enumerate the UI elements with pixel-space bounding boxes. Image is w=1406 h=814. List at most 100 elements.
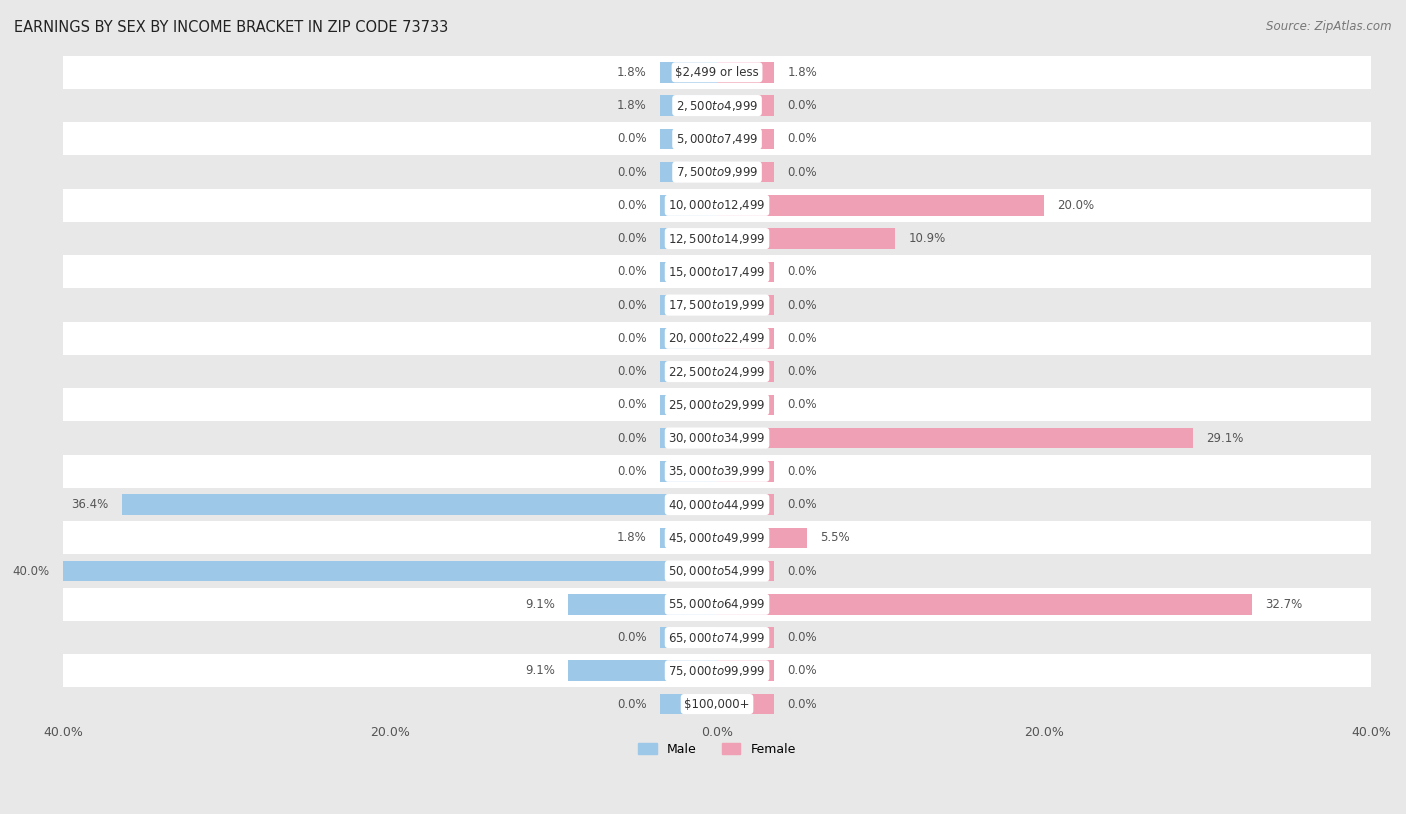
Bar [717,361,775,382]
Bar [717,694,775,715]
Text: Source: ZipAtlas.com: Source: ZipAtlas.com [1267,20,1392,33]
Bar [659,395,717,415]
Bar [659,427,717,449]
Text: $12,500 to $14,999: $12,500 to $14,999 [668,231,766,246]
Text: 0.0%: 0.0% [787,165,817,178]
Text: $2,499 or less: $2,499 or less [675,66,759,79]
Text: 0.0%: 0.0% [617,265,647,278]
Text: 1.8%: 1.8% [617,532,647,545]
Text: $35,000 to $39,999: $35,000 to $39,999 [668,464,766,479]
Text: $100,000+: $100,000+ [685,698,749,711]
Text: 0.0%: 0.0% [787,664,817,677]
Legend: Male, Female: Male, Female [633,738,801,761]
Text: 0.0%: 0.0% [787,465,817,478]
Bar [63,388,1371,422]
Bar [717,395,775,415]
Text: $22,500 to $24,999: $22,500 to $24,999 [668,365,766,379]
Bar [717,427,1192,449]
Bar [659,628,717,648]
Text: 0.0%: 0.0% [787,498,817,511]
Bar [717,162,775,182]
Bar [659,129,717,149]
Text: $10,000 to $12,499: $10,000 to $12,499 [668,199,766,212]
Bar [63,654,1371,688]
Bar [717,195,1045,216]
Text: 29.1%: 29.1% [1206,431,1243,444]
Text: 0.0%: 0.0% [787,365,817,378]
Text: 0.0%: 0.0% [617,299,647,312]
Text: 0.0%: 0.0% [787,332,817,345]
Text: 0.0%: 0.0% [617,465,647,478]
Text: 0.0%: 0.0% [617,133,647,146]
Bar [659,162,717,182]
Bar [717,62,775,83]
Bar [659,295,717,315]
Bar [63,521,1371,554]
Bar [659,195,717,216]
Text: 1.8%: 1.8% [617,66,647,79]
Text: 1.8%: 1.8% [787,66,817,79]
Bar [63,588,1371,621]
Bar [659,228,717,249]
Bar [63,455,1371,488]
Bar [717,328,775,348]
Bar [659,95,717,116]
Text: $45,000 to $49,999: $45,000 to $49,999 [668,531,766,545]
Text: 10.9%: 10.9% [908,232,946,245]
Text: $7,500 to $9,999: $7,500 to $9,999 [676,165,758,179]
Text: 0.0%: 0.0% [617,431,647,444]
Text: 0.0%: 0.0% [617,332,647,345]
Bar [63,288,1371,322]
Bar [63,189,1371,222]
Bar [659,328,717,348]
Text: 0.0%: 0.0% [617,165,647,178]
Bar [63,155,1371,189]
Bar [122,494,717,515]
Text: 9.1%: 9.1% [526,664,555,677]
Bar [63,322,1371,355]
Text: 5.5%: 5.5% [820,532,849,545]
Text: $15,000 to $17,499: $15,000 to $17,499 [668,265,766,279]
Text: 0.0%: 0.0% [617,631,647,644]
Bar [717,660,775,681]
Bar [63,355,1371,388]
Text: 0.0%: 0.0% [787,698,817,711]
Bar [659,461,717,482]
Text: $20,000 to $22,499: $20,000 to $22,499 [668,331,766,345]
Bar [717,561,775,581]
Text: 9.1%: 9.1% [526,597,555,610]
Bar [717,295,775,315]
Bar [659,62,717,83]
Text: $2,500 to $4,999: $2,500 to $4,999 [676,98,758,112]
Text: 32.7%: 32.7% [1265,597,1302,610]
Text: 0.0%: 0.0% [617,398,647,411]
Text: $30,000 to $34,999: $30,000 to $34,999 [668,431,766,445]
Bar [659,361,717,382]
Bar [568,594,717,615]
Text: 0.0%: 0.0% [617,199,647,212]
Text: 1.8%: 1.8% [617,99,647,112]
Text: 0.0%: 0.0% [787,99,817,112]
Text: $75,000 to $99,999: $75,000 to $99,999 [668,663,766,678]
Bar [568,660,717,681]
Text: 40.0%: 40.0% [13,565,51,578]
Bar [63,554,1371,588]
Bar [717,261,775,282]
Text: 0.0%: 0.0% [787,133,817,146]
Text: 0.0%: 0.0% [787,398,817,411]
Text: $5,000 to $7,499: $5,000 to $7,499 [676,132,758,146]
Bar [659,694,717,715]
Bar [717,461,775,482]
Bar [717,527,807,548]
Text: $55,000 to $64,999: $55,000 to $64,999 [668,597,766,611]
Bar [63,488,1371,521]
Text: 36.4%: 36.4% [72,498,108,511]
Text: $17,500 to $19,999: $17,500 to $19,999 [668,298,766,312]
Text: $25,000 to $29,999: $25,000 to $29,999 [668,398,766,412]
Bar [63,256,1371,288]
Bar [63,122,1371,155]
Text: 0.0%: 0.0% [787,299,817,312]
Text: 0.0%: 0.0% [617,698,647,711]
Text: $65,000 to $74,999: $65,000 to $74,999 [668,631,766,645]
Text: 0.0%: 0.0% [787,565,817,578]
